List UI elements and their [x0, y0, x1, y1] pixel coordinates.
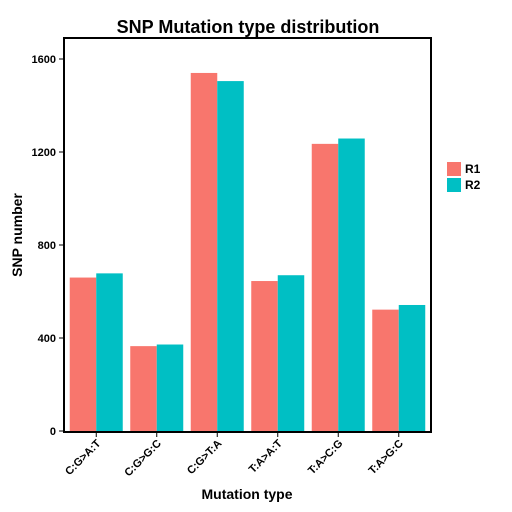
x-tick-label: C:G>A:T	[63, 437, 103, 477]
bar-r2-3	[277, 275, 305, 431]
y-axis-title: SNP number	[9, 193, 25, 277]
bar-r2-0	[96, 273, 123, 431]
bar-r1-1	[130, 346, 157, 431]
x-tick-label: T:A>A:T	[247, 437, 285, 475]
bar-r2-4	[338, 138, 365, 431]
legend-label-r1: R1	[465, 162, 481, 176]
legend-label-r2: R2	[465, 178, 481, 192]
x-tick-label: T:A>C:G	[306, 438, 345, 477]
bar-r2-2	[217, 81, 244, 432]
y-tick-label: 1600	[32, 54, 56, 66]
y-tick-label: 800	[38, 240, 56, 252]
y-tick-label: 0	[50, 426, 56, 438]
x-axis-title: Mutation type	[202, 486, 293, 502]
x-tick-label: C:G>G:C	[122, 438, 164, 480]
bar-r1-0	[69, 277, 97, 431]
x-tick-label: T:A>G:C	[366, 438, 405, 477]
x-tick-label: C:G>T:A	[185, 438, 224, 477]
bar-r2-1	[156, 344, 184, 431]
bar-r1-2	[190, 72, 218, 431]
bar-r1-5	[372, 309, 399, 431]
y-tick-label: 400	[38, 333, 56, 345]
bars-group	[69, 72, 426, 432]
plot-frame	[63, 37, 432, 433]
chart-title: SNP Mutation type distribution	[117, 17, 380, 37]
legend-swatch-r2	[447, 178, 461, 192]
bar-r1-4	[311, 143, 339, 432]
y-tick-label: 1200	[32, 147, 56, 159]
legend-swatch-r1	[447, 162, 461, 176]
x-axis: C:G>A:T C:G>G:C C:G>T:A T:A>A:T T:A>C:G T:A>G…	[63, 432, 406, 479]
bar-r2-5	[398, 304, 426, 431]
y-axis: 0 400 800 1200 1600	[32, 54, 64, 438]
bar-r1-3	[251, 281, 278, 431]
